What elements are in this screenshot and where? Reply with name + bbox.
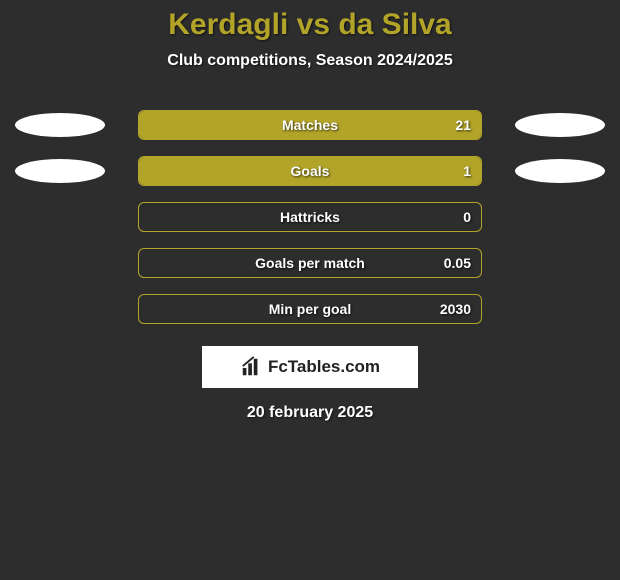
stat-label: Goals — [291, 163, 330, 179]
chart-area: Matches 21 Goals 1 Hattricks 0 Goals per match… — [0, 110, 620, 340]
player-left-marker — [15, 159, 105, 183]
logo-text: FcTables.com — [268, 357, 380, 377]
comparison-infographic: Kerdagli vs da Silva Club competitions, … — [0, 0, 620, 422]
stat-row: Hattricks 0 — [0, 202, 620, 232]
player-right-marker — [515, 113, 605, 137]
stat-label: Matches — [282, 117, 338, 133]
stat-label: Hattricks — [280, 209, 340, 225]
stat-row: Min per goal 2030 — [0, 294, 620, 324]
page-title: Kerdagli vs da Silva — [168, 8, 451, 42]
stat-value: 0.05 — [444, 255, 471, 271]
stat-value: 21 — [455, 117, 471, 133]
stat-bar-track: Goals 1 — [138, 156, 482, 186]
stat-row: Matches 21 — [0, 110, 620, 140]
stat-value: 2030 — [440, 301, 471, 317]
page-subtitle: Club competitions, Season 2024/2025 — [167, 52, 452, 70]
player-left-marker — [15, 113, 105, 137]
stat-label: Goals per match — [255, 255, 365, 271]
stat-bar-track: Min per goal 2030 — [138, 294, 482, 324]
stat-bar-track: Matches 21 — [138, 110, 482, 140]
stat-row: Goals 1 — [0, 156, 620, 186]
stat-bar-track: Goals per match 0.05 — [138, 248, 482, 278]
player-right-marker — [515, 159, 605, 183]
stat-value: 1 — [463, 163, 471, 179]
stat-value: 0 — [463, 209, 471, 225]
stat-row: Goals per match 0.05 — [0, 248, 620, 278]
footer-date: 20 february 2025 — [247, 404, 373, 422]
stat-bar-track: Hattricks 0 — [138, 202, 482, 232]
stat-label: Min per goal — [269, 301, 351, 317]
source-logo: FcTables.com — [202, 346, 418, 388]
bar-chart-icon — [240, 356, 262, 378]
